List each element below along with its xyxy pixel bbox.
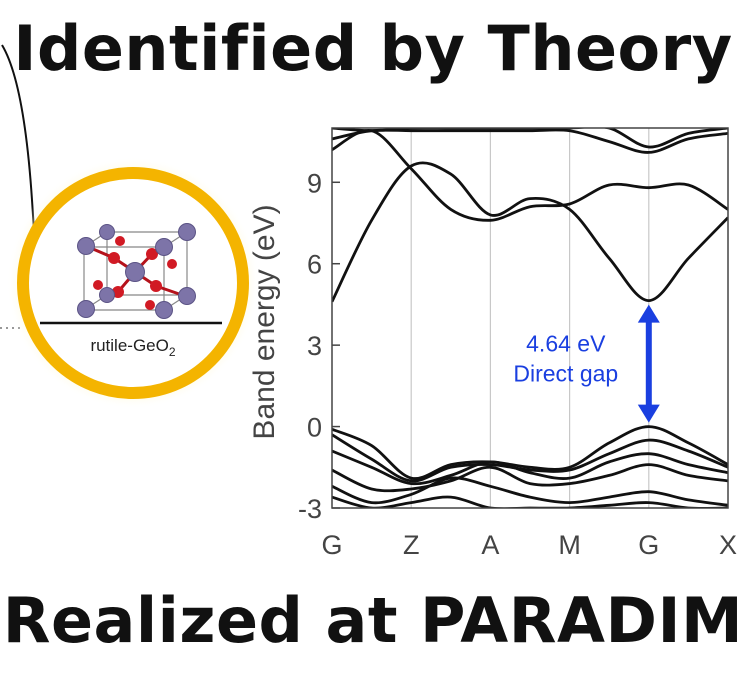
- caption-subscript: 2: [169, 345, 176, 359]
- y-axis-title: Band energy (eV): [248, 204, 281, 439]
- gap-arrow-head-down: [637, 404, 660, 423]
- x-tick-label: Z: [403, 530, 420, 560]
- crystal-emblem: rutile-GeO2: [7, 157, 259, 409]
- crystal-caption: rutile-GeO2: [90, 336, 175, 359]
- headline-top: Identified by Theory: [13, 12, 733, 85]
- y-tick-label: -3: [298, 494, 322, 524]
- band-line: [332, 476, 728, 507]
- y-tick-label: 3: [307, 331, 322, 361]
- band-line: [332, 128, 728, 154]
- band-line: [332, 433, 728, 483]
- y-tick-label: 6: [307, 250, 322, 280]
- band-line: [332, 128, 728, 149]
- gap-arrow-head-up: [637, 304, 660, 323]
- x-tick-label: G: [638, 530, 659, 560]
- x-tick-label: A: [481, 530, 499, 560]
- headline-bottom: Realized at PARADIM: [2, 584, 744, 657]
- x-tick-label: X: [719, 530, 737, 560]
- band-line: [332, 129, 728, 222]
- x-tick-label: G: [321, 530, 342, 560]
- y-tick-label: 0: [307, 413, 322, 443]
- band-line: [332, 449, 728, 486]
- rutile-structure-icon: [77, 223, 196, 319]
- x-tick-label: M: [558, 530, 581, 560]
- plot-frame: [331, 127, 729, 509]
- gap-type-label: Direct gap: [513, 361, 618, 387]
- band-line: [332, 425, 728, 480]
- band-line: [332, 495, 728, 508]
- band-structure-plot: -3 0 3 6 9 G Z A M G X Band energy (eV) 4.64 eV Di…: [248, 127, 737, 560]
- band-line: [332, 463, 728, 493]
- gap-value-label: 4.64 eV: [526, 331, 606, 357]
- band-gap-annotation: 4.64 eV Direct gap: [513, 304, 660, 423]
- y-axis-ticks: -3 0 3 6 9: [298, 168, 340, 524]
- band-lines: [332, 128, 728, 508]
- y-tick-label: 9: [307, 168, 322, 198]
- band-line: [332, 161, 728, 303]
